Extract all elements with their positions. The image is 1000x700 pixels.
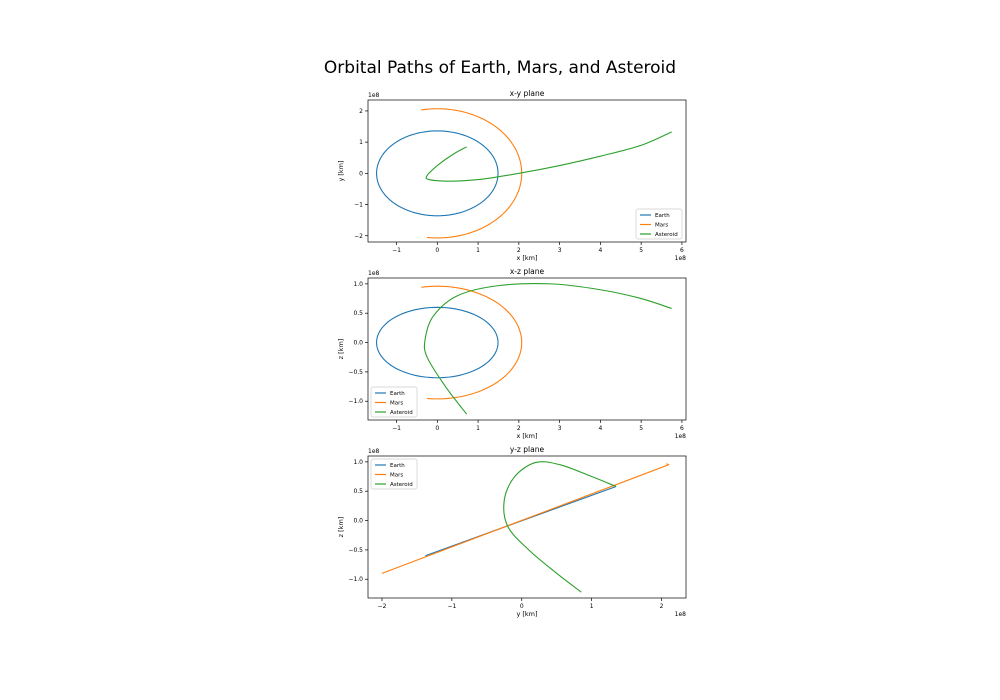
x-tick-label: 6 bbox=[680, 247, 684, 254]
legend-frame bbox=[635, 208, 683, 240]
x-offset-label: 1e8 bbox=[675, 255, 687, 262]
x-tick-label: 2 bbox=[660, 603, 664, 610]
series-line-mars bbox=[421, 285, 523, 400]
legend-label: Asteroid bbox=[390, 482, 413, 488]
series-line-asteroid bbox=[423, 283, 672, 415]
y-axis-label: y [km] bbox=[337, 160, 345, 181]
legend: Earth Mars Asteroid bbox=[370, 386, 418, 418]
axes-frame bbox=[367, 277, 687, 421]
legend-label: Mars bbox=[655, 223, 668, 229]
x-tick-label: 3 bbox=[558, 425, 562, 432]
x-axis-label: x [km] bbox=[516, 432, 537, 440]
axes-frame bbox=[367, 455, 687, 599]
series-group bbox=[381, 461, 670, 593]
series-line-asteroid bbox=[425, 131, 672, 182]
x-tick-label: −1 bbox=[447, 603, 456, 610]
legend-entry-mars: Mars bbox=[375, 473, 403, 479]
y-tick-label: 1.0 bbox=[353, 459, 363, 466]
x-tick-label: 5 bbox=[639, 247, 643, 254]
x-tick-label: 3 bbox=[558, 247, 562, 254]
y-offset-label: 1e8 bbox=[368, 448, 380, 455]
legend-entry-asteroid: Asteroid bbox=[640, 232, 678, 238]
x-tick-label: 2 bbox=[517, 247, 521, 254]
series-line-earth bbox=[376, 306, 499, 379]
y-tick-label: −1 bbox=[354, 202, 363, 209]
axes-frame bbox=[367, 99, 687, 243]
subplot-title: y-z plane bbox=[510, 445, 545, 454]
x-tick-label: 4 bbox=[598, 425, 602, 432]
legend-label: Earth bbox=[655, 213, 670, 219]
legend-frame bbox=[370, 458, 418, 490]
x-axis-label: y [km] bbox=[516, 610, 537, 618]
legend: Earth Mars Asteroid bbox=[635, 208, 683, 240]
y-tick-label: 2 bbox=[359, 108, 363, 115]
subplot-title: x-y plane bbox=[510, 89, 545, 98]
x-tick-label: 1 bbox=[590, 603, 594, 610]
legend-label: Asteroid bbox=[390, 410, 413, 416]
x-tick-label: 5 bbox=[639, 425, 643, 432]
x-tick-label: 0 bbox=[520, 603, 524, 610]
y-tick-label: −0.5 bbox=[348, 369, 363, 376]
y-tick-label: −0.5 bbox=[348, 547, 363, 554]
y-tick-label: 0.5 bbox=[353, 310, 363, 317]
x-axis-label: x [km] bbox=[516, 254, 537, 262]
legend-entry-earth: Earth bbox=[640, 213, 670, 219]
legend-label: Mars bbox=[390, 473, 403, 479]
legend-label: Asteroid bbox=[655, 232, 678, 238]
x-tick-label: 6 bbox=[680, 425, 684, 432]
x-tick-label: −1 bbox=[392, 247, 401, 254]
x-tick-label: −2 bbox=[378, 603, 387, 610]
legend-entry-mars: Mars bbox=[640, 223, 668, 229]
x-tick-label: −1 bbox=[392, 425, 401, 432]
legend-entry-asteroid: Asteroid bbox=[375, 482, 413, 488]
figure-title: Orbital Paths of Earth, Mars, and Astero… bbox=[323, 58, 677, 78]
y-tick-label: −1.0 bbox=[348, 398, 363, 405]
legend-frame bbox=[370, 386, 418, 418]
x-tick-label: 0 bbox=[435, 425, 439, 432]
x-offset-label: 1e8 bbox=[675, 611, 687, 618]
series-line-earth bbox=[376, 130, 499, 217]
y-offset-label: 1e8 bbox=[368, 270, 380, 277]
y-offset-label: 1e8 bbox=[368, 92, 380, 99]
x-offset-label: 1e8 bbox=[675, 433, 687, 440]
legend-entry-earth: Earth bbox=[375, 463, 405, 469]
legend-label: Mars bbox=[390, 401, 403, 407]
subplot-2: x-z plane −1 0 1 2 3 4 5 6 −1.0 −0.5 0.0 0.5 1.0 1e8 1e… bbox=[337, 267, 687, 440]
legend: Earth Mars Asteroid bbox=[370, 458, 418, 490]
series-line-mars bbox=[381, 463, 670, 574]
y-tick-label: 0.0 bbox=[353, 518, 363, 525]
y-tick-label: 1.0 bbox=[353, 281, 363, 288]
y-tick-label: 0.0 bbox=[353, 340, 363, 347]
series-group bbox=[376, 108, 672, 239]
subplot-title: x-z plane bbox=[510, 267, 545, 276]
series-line-asteroid bbox=[503, 461, 617, 593]
y-tick-label: 1 bbox=[359, 139, 363, 146]
legend-label: Earth bbox=[390, 391, 405, 397]
x-tick-label: 1 bbox=[476, 247, 480, 254]
subplot-1: x-y plane −1 0 1 2 3 4 5 6 −2 −1 0 1 2 1e8 1e8 x [km] y [… bbox=[337, 89, 687, 262]
y-axis-label: z [km] bbox=[337, 517, 345, 538]
subplot-3: y-z plane −2 −1 0 1 2 −1.0 −0.5 0.0 0.5 1.0 1e8 1e8 y… bbox=[337, 445, 687, 618]
y-tick-label: 0 bbox=[359, 170, 363, 177]
x-tick-label: 0 bbox=[435, 247, 439, 254]
x-tick-label: 4 bbox=[598, 247, 602, 254]
series-line-mars bbox=[421, 108, 523, 239]
y-tick-label: −1.0 bbox=[348, 576, 363, 583]
y-tick-label: 0.5 bbox=[353, 488, 363, 495]
y-axis-label: z [km] bbox=[337, 339, 345, 360]
x-tick-label: 1 bbox=[476, 425, 480, 432]
legend-entry-earth: Earth bbox=[375, 391, 405, 397]
legend-label: Earth bbox=[390, 463, 405, 469]
legend-entry-asteroid: Asteroid bbox=[375, 410, 413, 416]
y-tick-label: −2 bbox=[354, 233, 363, 240]
series-group bbox=[376, 283, 672, 415]
x-tick-label: 2 bbox=[517, 425, 521, 432]
legend-entry-mars: Mars bbox=[375, 401, 403, 407]
